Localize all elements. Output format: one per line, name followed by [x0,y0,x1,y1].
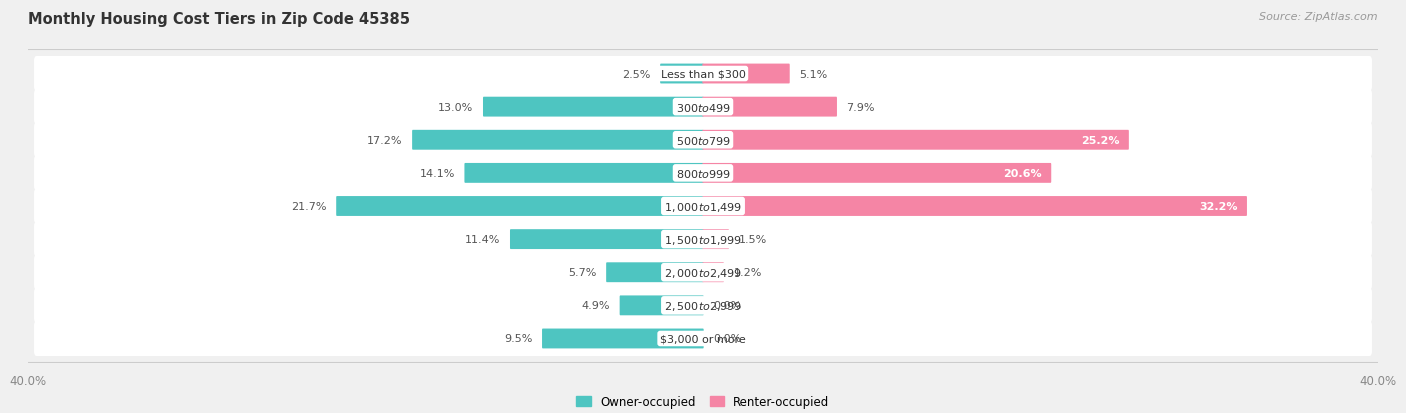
FancyBboxPatch shape [34,189,1372,224]
Text: $1,500 to $1,999: $1,500 to $1,999 [664,233,742,246]
Text: 4.9%: 4.9% [582,301,610,311]
FancyBboxPatch shape [703,97,837,117]
FancyBboxPatch shape [34,321,1372,356]
FancyBboxPatch shape [484,97,703,117]
Text: $300 to $499: $300 to $499 [675,102,731,113]
FancyBboxPatch shape [412,131,703,150]
FancyBboxPatch shape [34,222,1372,257]
FancyBboxPatch shape [620,296,703,316]
Text: 14.1%: 14.1% [419,169,456,178]
FancyBboxPatch shape [606,263,703,282]
Text: 5.1%: 5.1% [799,69,827,79]
Text: $2,000 to $2,499: $2,000 to $2,499 [664,266,742,279]
FancyBboxPatch shape [34,123,1372,158]
Text: Source: ZipAtlas.com: Source: ZipAtlas.com [1260,12,1378,22]
Text: $3,000 or more: $3,000 or more [661,334,745,344]
FancyBboxPatch shape [703,64,790,84]
Text: 0.0%: 0.0% [713,301,741,311]
Text: 7.9%: 7.9% [846,102,875,112]
Text: Monthly Housing Cost Tiers in Zip Code 45385: Monthly Housing Cost Tiers in Zip Code 4… [28,12,411,27]
Text: $800 to $999: $800 to $999 [675,168,731,179]
Text: 1.2%: 1.2% [734,268,762,278]
Text: $1,000 to $1,499: $1,000 to $1,499 [664,200,742,213]
Text: 11.4%: 11.4% [465,235,501,244]
Text: Less than $300: Less than $300 [661,69,745,79]
FancyBboxPatch shape [703,230,728,249]
FancyBboxPatch shape [34,90,1372,125]
FancyBboxPatch shape [34,255,1372,290]
Text: 17.2%: 17.2% [367,135,402,145]
FancyBboxPatch shape [703,197,1247,216]
Text: 25.2%: 25.2% [1081,135,1119,145]
Text: $2,500 to $2,999: $2,500 to $2,999 [664,299,742,312]
Text: 32.2%: 32.2% [1199,202,1237,211]
Text: 13.0%: 13.0% [439,102,474,112]
Text: 0.0%: 0.0% [713,334,741,344]
FancyBboxPatch shape [464,164,703,183]
Text: 5.7%: 5.7% [568,268,596,278]
Text: $500 to $799: $500 to $799 [675,135,731,146]
FancyBboxPatch shape [34,57,1372,92]
Text: 20.6%: 20.6% [1004,169,1042,178]
Text: 9.5%: 9.5% [505,334,533,344]
Legend: Owner-occupied, Renter-occupied: Owner-occupied, Renter-occupied [576,395,830,408]
FancyBboxPatch shape [661,64,703,84]
FancyBboxPatch shape [34,156,1372,191]
Text: 21.7%: 21.7% [291,202,326,211]
FancyBboxPatch shape [703,164,1052,183]
FancyBboxPatch shape [543,329,703,349]
FancyBboxPatch shape [703,263,724,282]
Text: 1.5%: 1.5% [738,235,766,244]
FancyBboxPatch shape [336,197,703,216]
Text: 2.5%: 2.5% [623,69,651,79]
FancyBboxPatch shape [34,288,1372,323]
FancyBboxPatch shape [510,230,703,249]
FancyBboxPatch shape [703,131,1129,150]
